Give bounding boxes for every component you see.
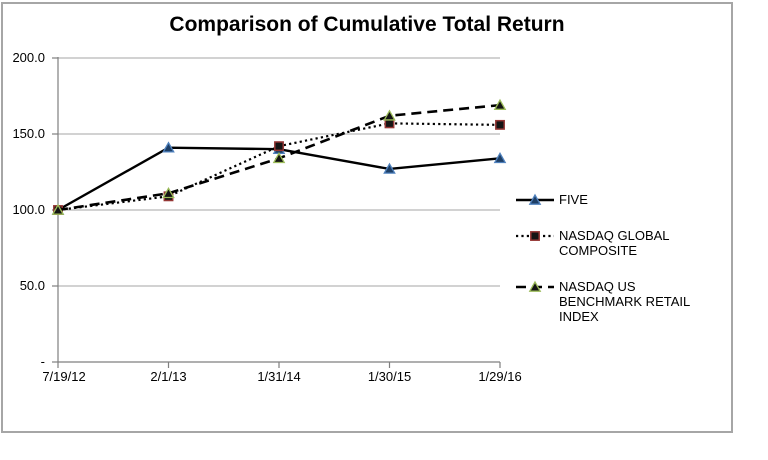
y-axis-label: 150.0 <box>12 126 45 141</box>
legend-label: FIVE <box>559 192 588 207</box>
marker-triangle <box>383 109 396 121</box>
legend-item: NASDAQ US BENCHMARK RETAIL INDEX <box>516 279 726 324</box>
legend-item: NASDAQ GLOBAL COMPOSITE <box>516 228 726 258</box>
legend-label: NASDAQ GLOBAL COMPOSITE <box>559 228 670 258</box>
marker-triangle <box>493 98 507 110</box>
y-axis-label: 50.0 <box>19 278 45 293</box>
marker-square <box>274 141 284 152</box>
marker-triangle <box>493 151 507 164</box>
x-axis-label: 1/31/14 <box>257 369 301 384</box>
legend-marker-icon <box>516 193 554 205</box>
marker-triangle <box>383 162 396 174</box>
legend: FIVE NASDAQ GLOBAL COMPOSITE NASDAQ US BEN… <box>516 192 726 345</box>
y-axis-label: 200.0 <box>12 50 45 65</box>
marker-triangle <box>162 141 175 153</box>
marker-triangle <box>162 186 175 199</box>
legend-marker-icon <box>516 231 554 241</box>
x-axis-label: 7/19/12 <box>42 369 86 384</box>
x-axis-label: 1/30/15 <box>367 369 412 384</box>
marker-square <box>495 119 505 130</box>
legend-label: NASDAQ US BENCHMARK RETAIL INDEX <box>559 279 690 324</box>
legend-item: FIVE <box>516 192 726 207</box>
chart-border <box>1 2 733 433</box>
y-axis-label: - <box>40 354 45 369</box>
series-line-1 <box>57 122 501 212</box>
x-axis-label: 1/29/16 <box>478 369 522 384</box>
y-axis-label: 100.0 <box>12 202 45 217</box>
x-axis-label: 2/1/13 <box>150 369 187 384</box>
chart-title: Comparison of Cumulative Total Return <box>169 13 565 36</box>
marker-triangle <box>51 203 65 215</box>
marker-triangle <box>272 151 286 164</box>
legend-marker-icon <box>516 280 554 292</box>
